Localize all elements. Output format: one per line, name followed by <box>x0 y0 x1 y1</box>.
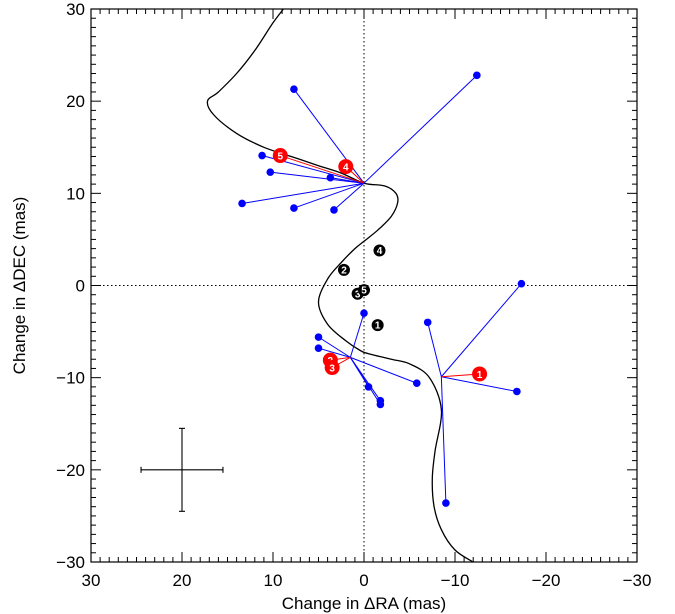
epoch-marker-label: 4 <box>377 246 383 257</box>
observation-vector <box>441 376 517 392</box>
fit-marker-label: 4 <box>343 162 349 173</box>
observation-vector <box>318 347 351 358</box>
observation-vector <box>333 182 365 211</box>
observed-point <box>238 199 246 208</box>
epoch-marker: 4 <box>373 244 386 257</box>
vector-layer <box>241 74 522 504</box>
epoch-marker: 1 <box>371 319 384 332</box>
observed-point <box>412 379 421 387</box>
y-tick-label: 0 <box>76 277 85 296</box>
observation-vector <box>318 336 351 358</box>
x-tick-label: −30 <box>623 571 652 590</box>
observed-point <box>473 71 481 80</box>
model-orbit-curve <box>206 9 475 562</box>
observed-point <box>314 344 323 352</box>
observation-vector <box>427 322 442 377</box>
epoch-marker-label: 3 <box>355 289 361 300</box>
marker-layer: 1234512345 <box>140 71 526 512</box>
epoch-marker-dot <box>358 284 370 297</box>
observed-point <box>376 400 385 409</box>
observed-point <box>517 279 526 288</box>
curve-layer <box>206 9 475 562</box>
y-axis-label: Change in ΔDEC (mas) <box>10 197 29 375</box>
epoch-marker-label: 2 <box>341 265 347 276</box>
epoch-marker-dot <box>371 319 384 332</box>
observed-point <box>266 168 275 176</box>
fit-marker-label: 3 <box>329 363 335 374</box>
observed-point <box>330 206 338 214</box>
epoch-marker-label: 5 <box>361 286 367 297</box>
observed-point <box>442 499 450 507</box>
observed-point <box>326 173 335 182</box>
epoch-marker-dot <box>337 263 350 276</box>
fit-marker-dot <box>324 360 340 376</box>
observed-point <box>290 85 298 93</box>
y-tick-label: 30 <box>66 0 85 19</box>
observation-vector <box>440 283 522 378</box>
epoch-marker-label: 1 <box>375 321 381 332</box>
fit-marker-dot <box>272 148 288 164</box>
fit-marker: 1 <box>472 366 488 382</box>
epoch-marker-dot <box>373 244 386 257</box>
x-tick-label: −20 <box>532 571 561 590</box>
observation-vector <box>349 313 365 358</box>
y-tick-label: −10 <box>56 369 85 388</box>
observed-point <box>360 309 368 317</box>
observation-vector <box>363 74 478 184</box>
epoch-marker: 2 <box>337 263 350 276</box>
x-axis-label: Change in ΔRA (mas) <box>282 594 446 613</box>
observed-point <box>258 151 266 160</box>
fit-marker-dot <box>472 366 488 382</box>
observation-vector <box>349 357 381 405</box>
observation-vector <box>293 182 365 209</box>
fit-marker-label: 1 <box>477 370 483 381</box>
x-tick-label: 20 <box>173 571 192 590</box>
observation-vector <box>350 356 417 384</box>
observation-vector <box>241 182 365 204</box>
x-tick-label: 10 <box>264 571 283 590</box>
fit-marker-dot <box>338 159 354 175</box>
fit-marker: 3 <box>324 360 340 376</box>
observed-point <box>290 204 298 212</box>
observed-point <box>364 383 373 391</box>
observed-point <box>423 318 432 327</box>
y-tick-label: −20 <box>56 461 85 480</box>
error-bar <box>140 427 224 512</box>
fit-marker-label: 5 <box>277 151 283 162</box>
x-tick-label: 30 <box>82 571 101 590</box>
x-tick-label: 0 <box>359 571 368 590</box>
y-tick-label: −30 <box>56 553 85 572</box>
y-tick-label: 10 <box>66 184 85 203</box>
fit-vector <box>280 155 365 184</box>
x-tick-label: −10 <box>441 571 470 590</box>
observation-vector <box>440 376 447 504</box>
observation-vector <box>270 171 365 184</box>
fit-marker: 4 <box>338 159 354 175</box>
y-tick-label: 20 <box>66 92 85 111</box>
epoch-marker: 5 <box>358 284 370 297</box>
fit-marker: 5 <box>272 148 288 164</box>
observed-point <box>513 387 521 396</box>
observation-vector <box>330 177 365 184</box>
observed-point <box>314 333 323 341</box>
